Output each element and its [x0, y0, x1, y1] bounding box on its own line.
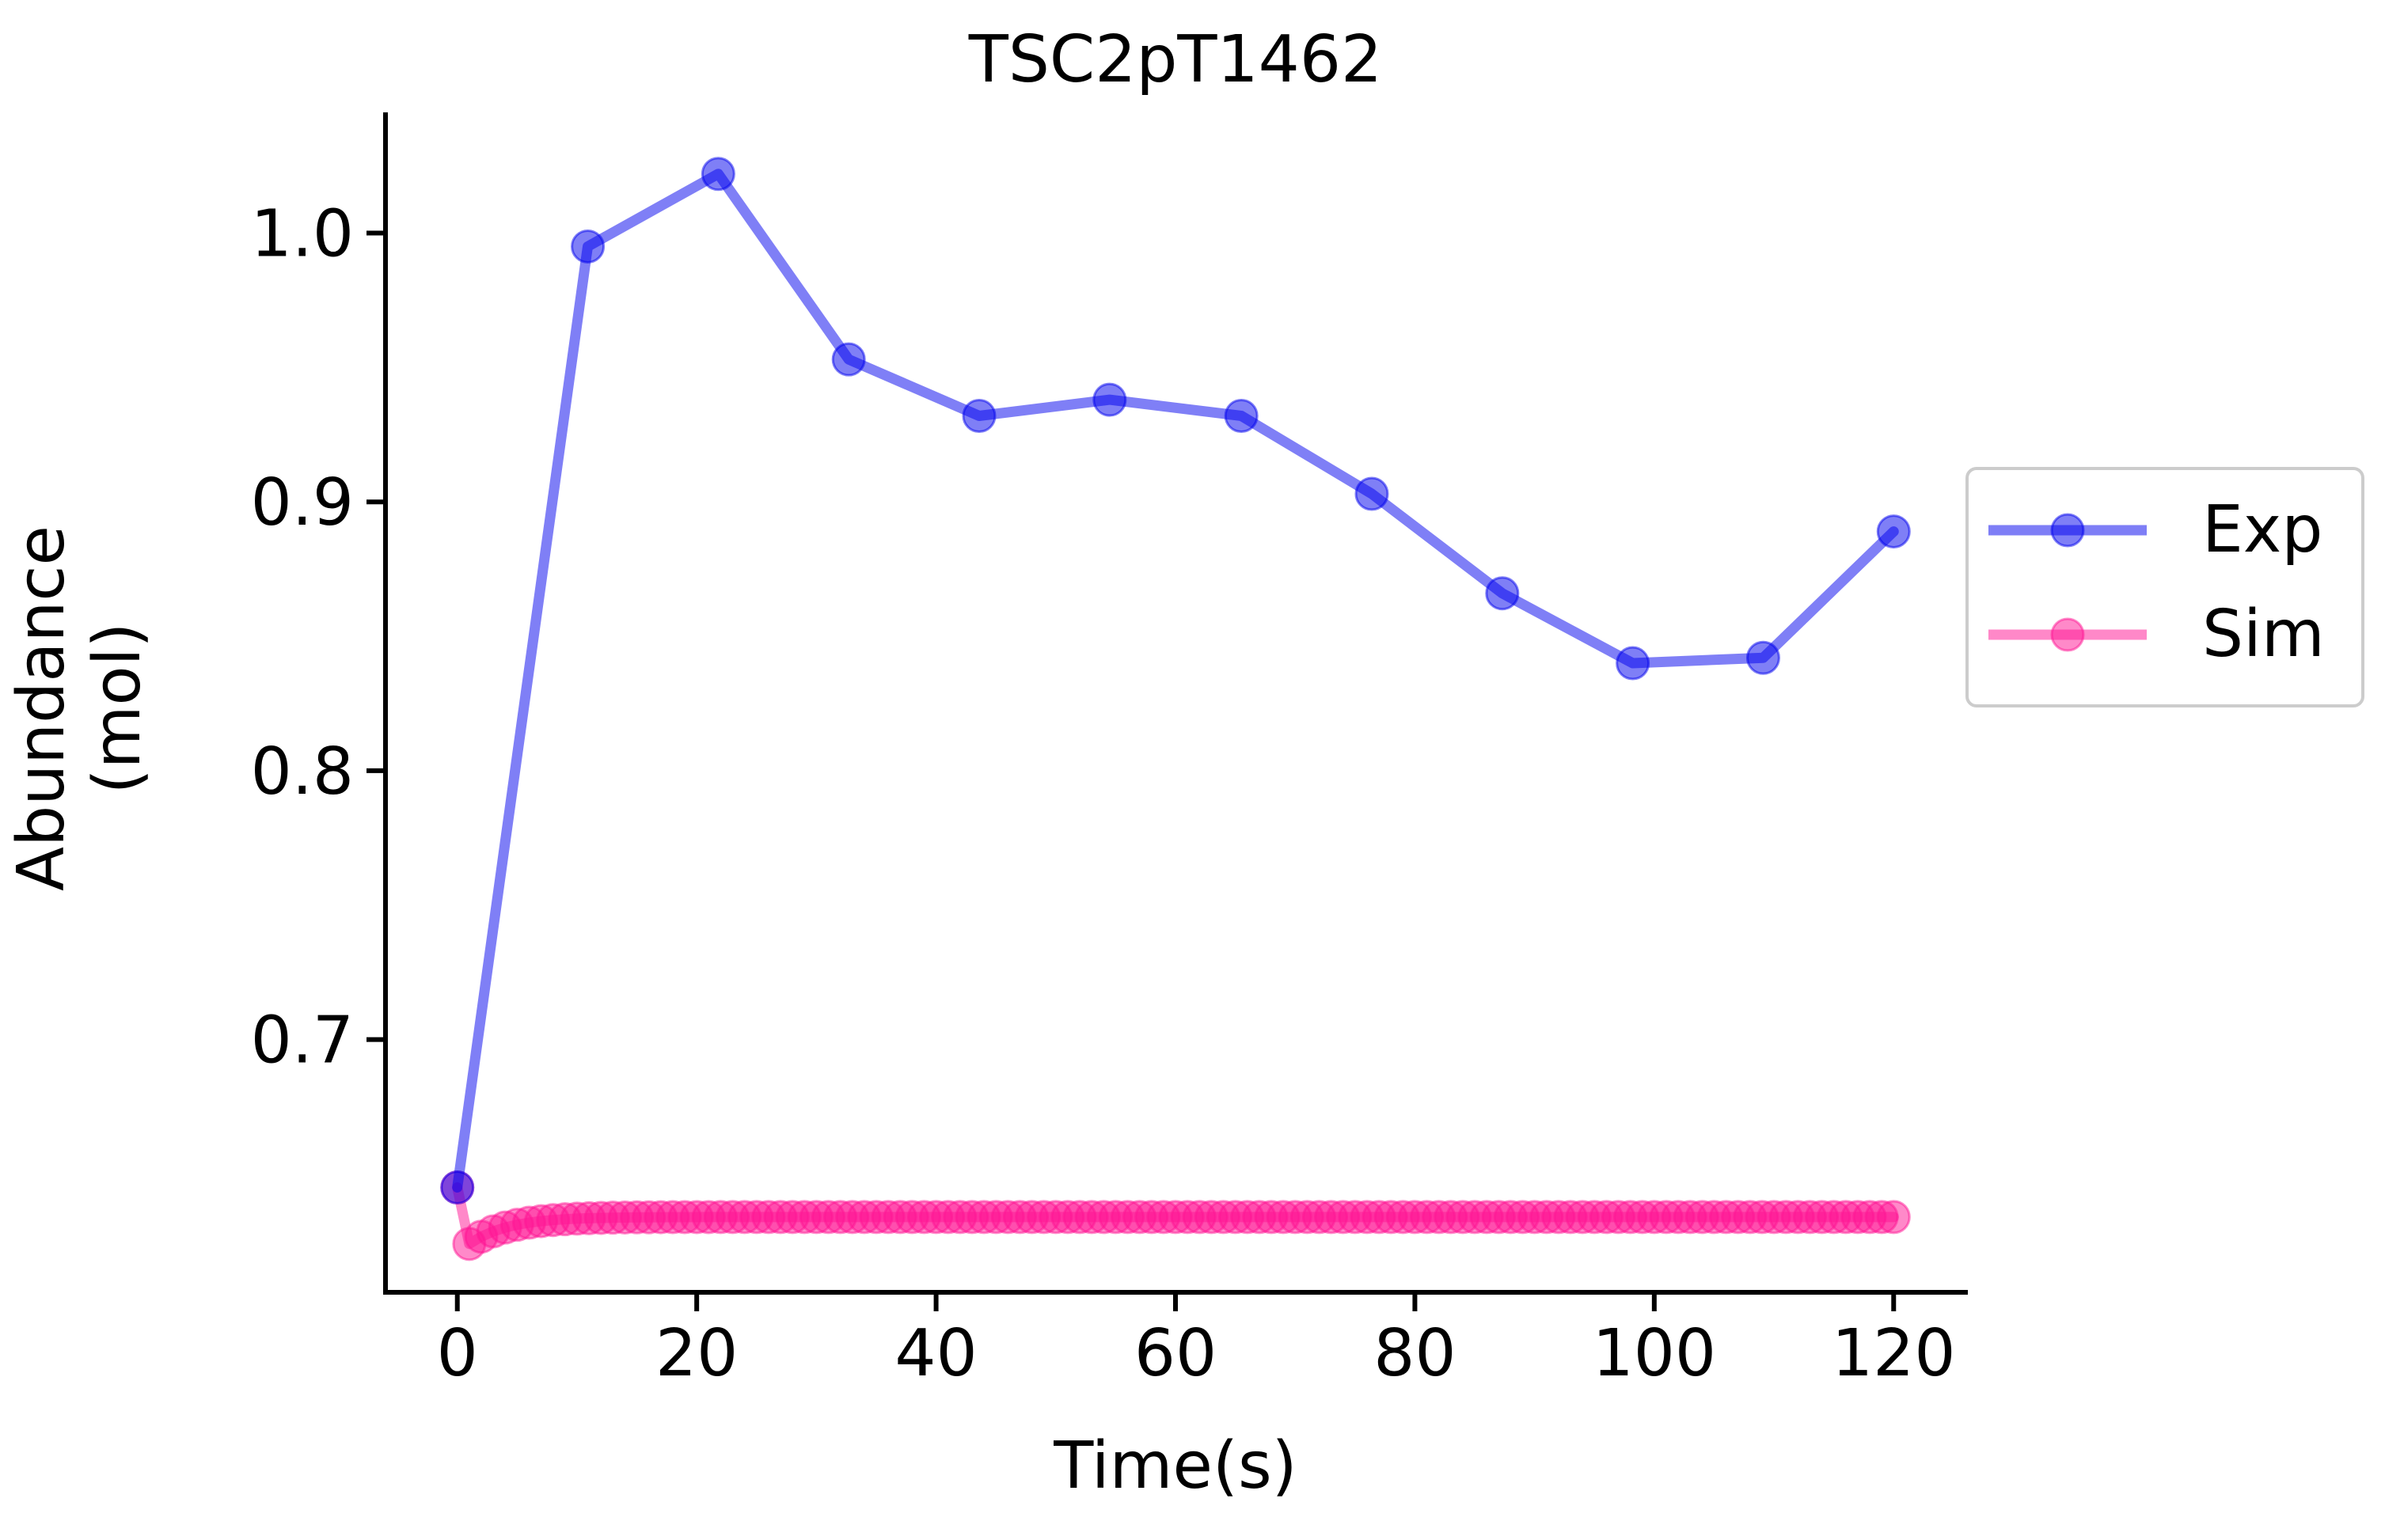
legend-entry-exp: Exp — [1988, 492, 2322, 567]
axes: 0 20 40 60 80 100 120 0.7 0.8 0.9 1.0 — [251, 112, 1968, 1391]
x-tick-label: 80 — [1373, 1316, 1456, 1391]
y-tick-label: 0.9 — [251, 465, 354, 541]
y-axis-label-line-2: (mol) — [80, 623, 155, 795]
y-tick-label: 1.0 — [251, 196, 354, 271]
x-tick-label: 120 — [1832, 1316, 1956, 1391]
data-point-exp — [440, 1170, 475, 1205]
legend: Exp Sim — [1965, 467, 2364, 707]
x-axis-label: Time(s) — [1053, 1428, 1297, 1504]
legend-label-sim: Sim — [2202, 597, 2325, 672]
x-tick-label: 0 — [437, 1316, 478, 1391]
data-point-sim — [1876, 1200, 1911, 1235]
x-tick-label: 100 — [1593, 1316, 1717, 1391]
y-axis-label: Abundance (mol) — [4, 525, 155, 891]
legend-marker-sim — [2050, 617, 2085, 652]
data-point-exp — [1354, 476, 1389, 511]
legend-entry-sim: Sim — [1988, 597, 2325, 672]
data-point-exp — [1876, 514, 1911, 549]
y-tick-label: 0.8 — [251, 734, 354, 810]
x-tick-label: 20 — [655, 1316, 738, 1391]
legend-marker-exp — [2050, 513, 2085, 548]
series-sim — [440, 1170, 1911, 1261]
data-point-exp — [701, 157, 735, 192]
series-line-exp — [452, 169, 1899, 1193]
data-point-exp — [1224, 398, 1259, 433]
x-tick-label: 40 — [894, 1316, 977, 1391]
data-point-exp — [962, 398, 997, 433]
legend-label-exp: Exp — [2202, 492, 2322, 567]
data-point-exp — [571, 229, 606, 264]
series-exp — [440, 157, 1911, 1205]
data-point-exp — [831, 342, 866, 377]
data-point-exp — [1616, 646, 1650, 681]
series-layer — [440, 157, 1911, 1261]
data-point-exp — [1745, 640, 1780, 675]
x-tick-label: 60 — [1134, 1316, 1217, 1391]
y-tick-label: 0.7 — [251, 1003, 354, 1079]
data-point-exp — [1092, 382, 1127, 417]
data-point-exp — [1485, 576, 1520, 611]
y-axis-label-line-1: Abundance — [4, 525, 79, 891]
chart-title: TSC2pT1462 — [968, 22, 1382, 97]
